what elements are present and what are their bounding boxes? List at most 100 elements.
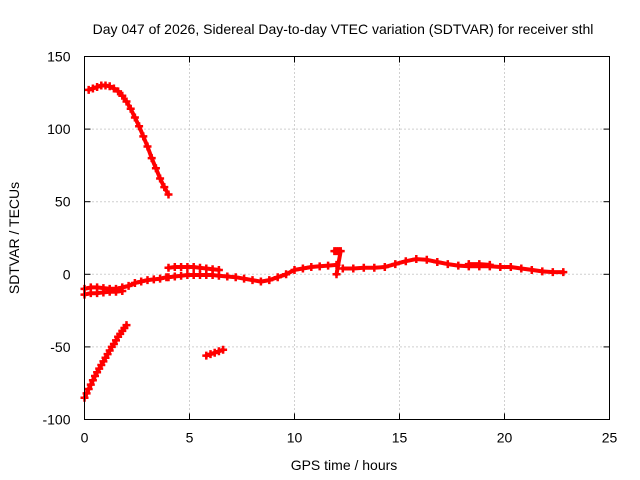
y-tick-label: 0 <box>63 266 71 282</box>
plot-frame <box>84 56 610 420</box>
series-right-upper <box>464 260 494 269</box>
series-arc-low <box>80 321 131 402</box>
data-point <box>349 264 358 273</box>
data-point <box>273 273 282 282</box>
series-line <box>340 257 566 275</box>
data-point <box>105 82 114 91</box>
series-mid-upper <box>164 263 223 274</box>
data-point <box>88 376 97 385</box>
data-point <box>84 85 93 94</box>
data-point <box>214 265 223 274</box>
data-point <box>391 260 400 269</box>
data-point <box>130 279 139 288</box>
data-point <box>548 268 557 277</box>
data-point <box>538 267 547 276</box>
data-point <box>464 260 473 269</box>
series-small <box>202 345 228 360</box>
grid <box>84 56 610 420</box>
data-point <box>298 264 307 273</box>
data-points <box>80 81 568 402</box>
data-point <box>118 91 127 100</box>
data-point <box>401 257 410 266</box>
data-point <box>370 263 379 272</box>
data-point <box>130 113 139 122</box>
data-point <box>139 132 148 141</box>
data-point <box>109 84 118 93</box>
data-point <box>88 84 97 93</box>
data-point <box>93 82 102 91</box>
data-point <box>137 277 146 286</box>
series-right <box>338 255 568 277</box>
data-point <box>559 268 568 277</box>
data-point <box>496 263 505 272</box>
data-point <box>290 265 299 274</box>
data-point <box>517 264 526 273</box>
data-point <box>315 262 324 271</box>
data-point <box>122 97 131 106</box>
x-tick-label: 25 <box>602 430 618 446</box>
y-tick-label: -100 <box>42 412 70 428</box>
data-point <box>454 261 463 270</box>
data-point <box>412 255 421 264</box>
y-tick-label: 150 <box>47 49 71 65</box>
data-point <box>82 389 91 398</box>
data-point <box>282 270 291 279</box>
data-point <box>380 263 389 272</box>
data-point <box>135 122 144 131</box>
series-mid <box>164 260 341 286</box>
data-point <box>256 277 265 286</box>
data-point <box>126 104 135 113</box>
data-point <box>219 345 228 354</box>
x-tick-label: 10 <box>287 430 303 446</box>
data-point <box>332 270 341 279</box>
data-point <box>202 351 211 360</box>
x-tick-label: 15 <box>392 430 408 446</box>
series-spike <box>330 247 345 279</box>
data-point <box>156 274 165 283</box>
data-point <box>433 257 442 266</box>
data-point <box>240 274 249 283</box>
y-tick-label: 100 <box>47 121 71 137</box>
x-tick-label: 0 <box>81 430 89 446</box>
data-point <box>118 286 127 295</box>
data-point <box>248 276 257 285</box>
data-point <box>214 347 223 356</box>
data-point <box>422 255 431 264</box>
series-arc-high <box>84 81 173 199</box>
data-point <box>475 260 484 269</box>
data-point <box>124 281 133 290</box>
data-point <box>206 350 215 359</box>
data-point <box>506 263 515 272</box>
chart-title: Day 047 of 2026, Sidereal Day-to-day VTE… <box>93 21 594 37</box>
x-tick-label: 5 <box>186 430 194 446</box>
data-point <box>160 183 169 192</box>
data-point <box>122 321 131 330</box>
y-axis-label: SDTVAR / TECUs <box>6 182 22 294</box>
x-axis-label: GPS time / hours <box>291 457 398 473</box>
data-point <box>265 276 274 285</box>
data-point <box>307 263 316 272</box>
data-point <box>164 190 173 199</box>
data-point <box>443 260 452 269</box>
data-point <box>338 264 347 273</box>
data-point <box>223 272 232 281</box>
data-point <box>231 273 240 282</box>
y-tick-label: 50 <box>55 194 71 210</box>
data-point <box>84 385 93 394</box>
y-tick-label: -50 <box>50 339 70 355</box>
data-point <box>147 154 156 163</box>
data-point <box>143 142 152 151</box>
data-point <box>114 87 123 96</box>
series-main-lower <box>80 286 127 299</box>
data-point <box>359 263 368 272</box>
data-point <box>485 260 494 269</box>
data-point <box>336 247 345 256</box>
data-point <box>86 380 95 389</box>
data-point <box>151 164 160 173</box>
data-point <box>324 261 333 270</box>
data-point <box>527 265 536 274</box>
x-tick-label: 20 <box>497 430 513 446</box>
data-point <box>210 348 219 357</box>
